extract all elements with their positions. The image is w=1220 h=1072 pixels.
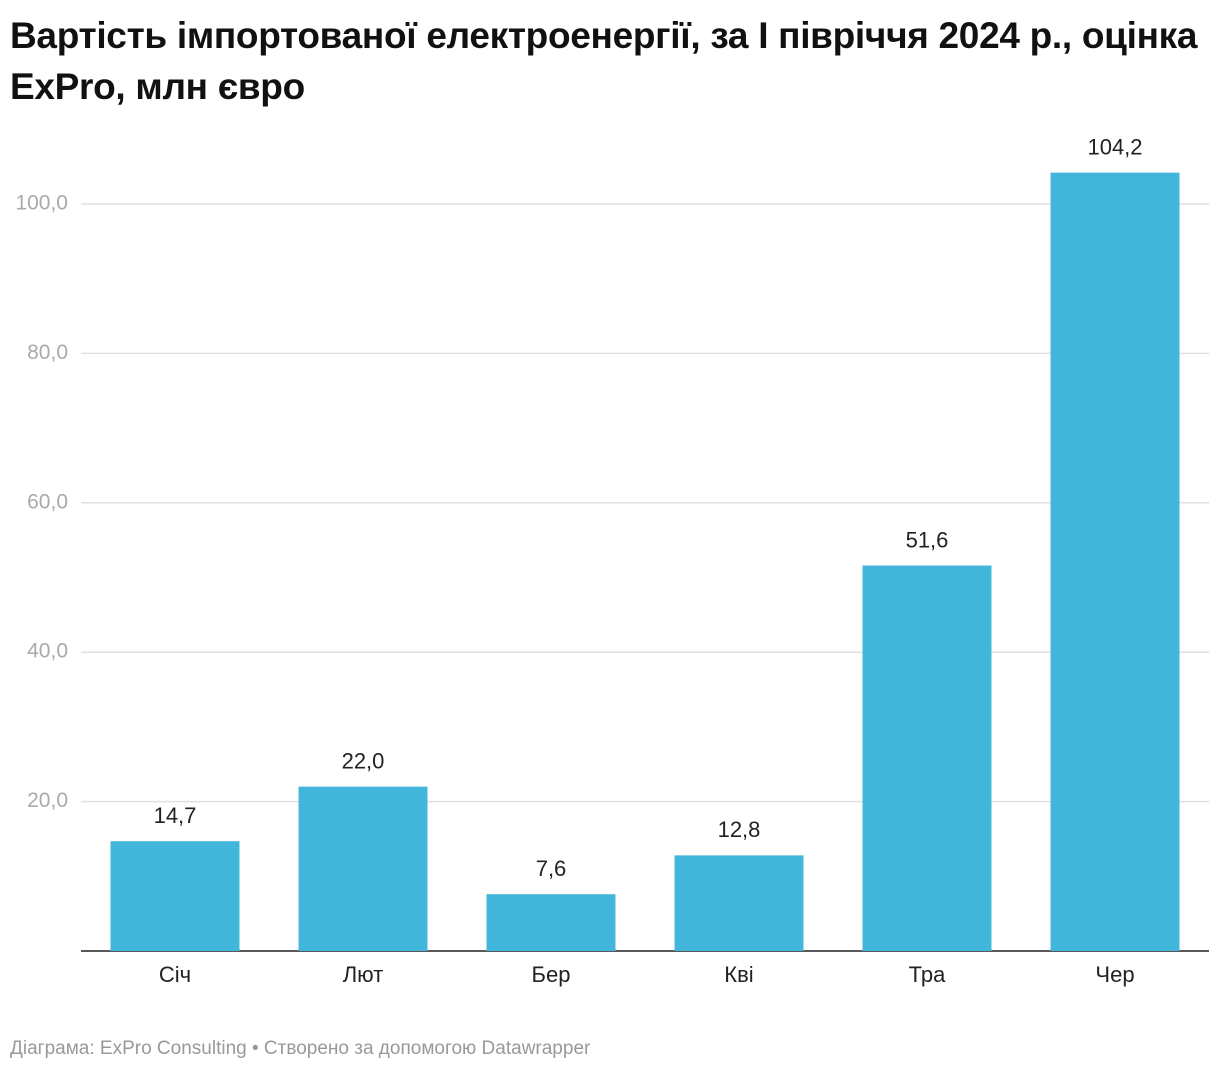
x-tick-label: Чер [1095, 962, 1134, 987]
y-tick-label: 60,0 [27, 490, 68, 513]
x-tick-label: Тра [909, 962, 946, 987]
bar [674, 855, 804, 951]
y-tick-label: 100,0 [15, 192, 68, 215]
x-tick-label: Лют [343, 962, 384, 987]
y-tick-label: 80,0 [27, 341, 68, 364]
x-tick-label: Кві [724, 962, 753, 987]
y-tick-label: 20,0 [27, 789, 68, 812]
x-tick-label: Бер [532, 962, 571, 987]
value-label: 12,8 [718, 817, 761, 842]
value-label: 22,0 [342, 748, 385, 773]
bar [862, 565, 992, 951]
bar [110, 841, 240, 951]
chart-title: Вартість імпортованої електроенергії, за… [10, 15, 1198, 107]
value-label: 51,6 [906, 527, 949, 552]
value-label: 7,6 [536, 856, 567, 881]
footer: Діаграма: ExPro Consulting • Створено за… [10, 1038, 591, 1059]
y-tick-label: 40,0 [27, 640, 68, 663]
bar [486, 894, 616, 951]
x-tick-label: Січ [159, 962, 191, 987]
value-label: 14,7 [154, 803, 197, 828]
bar [298, 786, 428, 951]
value-label: 104,2 [1087, 134, 1142, 159]
bar [1050, 172, 1180, 952]
